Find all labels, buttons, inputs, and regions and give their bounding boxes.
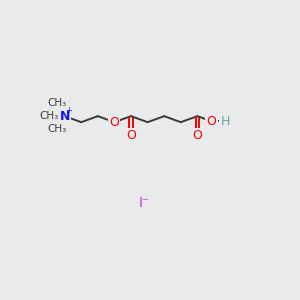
Text: CH₃: CH₃ bbox=[47, 98, 67, 108]
Text: I⁻: I⁻ bbox=[138, 196, 150, 210]
Text: N: N bbox=[59, 110, 70, 123]
Text: O: O bbox=[126, 129, 136, 142]
Text: O: O bbox=[207, 115, 217, 128]
Text: H: H bbox=[220, 115, 230, 128]
Text: O: O bbox=[110, 116, 119, 129]
Text: CH₃: CH₃ bbox=[40, 111, 59, 121]
Text: +: + bbox=[66, 106, 73, 115]
Text: CH₃: CH₃ bbox=[47, 124, 67, 134]
Text: O: O bbox=[193, 129, 202, 142]
